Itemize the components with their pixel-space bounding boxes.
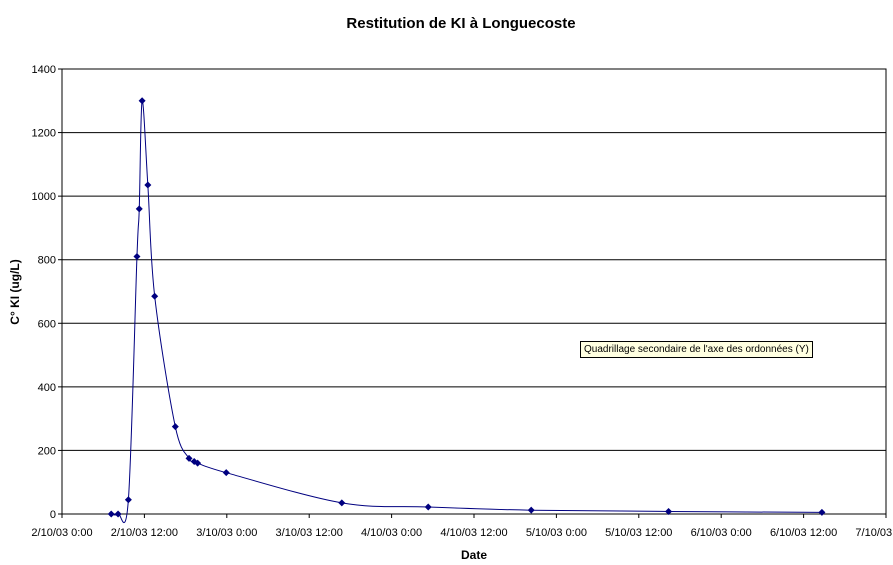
x-tick-label: 4/10/03 12:00 [440, 527, 507, 539]
data-point[interactable] [144, 181, 152, 189]
series-markers [107, 97, 826, 518]
data-point[interactable] [133, 253, 141, 261]
y-tick-label: 1400 [32, 64, 56, 76]
x-tick-label: 6/10/03 12:00 [770, 527, 837, 539]
x-tick-label: 3/10/03 12:00 [276, 527, 343, 539]
y-axis: 0 200 400 600 800 1000 1200 1400 [32, 64, 62, 521]
plot-area[interactable] [61, 68, 887, 515]
chart-title: Restitution de KI à Longuecoste [346, 15, 575, 32]
gridline-tooltip: Quadrillage secondaire de l'axe des ordo… [580, 341, 813, 358]
y-tick-label: 200 [38, 445, 56, 457]
data-point[interactable] [171, 423, 179, 431]
x-tick-label: 2/10/03 12:00 [111, 527, 178, 539]
gridlines [62, 132, 886, 451]
data-point[interactable] [338, 499, 346, 507]
x-axis-title: Date [461, 548, 487, 562]
data-point[interactable] [222, 469, 230, 477]
x-tick-label: 2/10/03 0:00 [31, 527, 92, 539]
y-tick-label: 1000 [32, 191, 56, 203]
y-tick-label: 600 [38, 318, 56, 330]
data-point[interactable] [107, 510, 115, 518]
y-tick-label: 400 [38, 382, 56, 394]
y-tick-label: 0 [50, 509, 56, 521]
data-point[interactable] [194, 459, 202, 467]
y-axis-title: C° KI (ug/L) [8, 259, 22, 324]
data-point[interactable] [527, 506, 535, 514]
series-line [111, 100, 822, 524]
x-axis: 2/10/03 0:00 2/10/03 12:00 3/10/03 0:00 3/1… [31, 514, 893, 539]
x-tick-label: 7/10/03 0:00 [855, 527, 893, 539]
data-point[interactable] [185, 454, 193, 462]
data-point[interactable] [665, 507, 673, 515]
data-point[interactable] [135, 205, 143, 213]
data-point[interactable] [138, 97, 146, 105]
x-tick-label: 3/10/03 0:00 [196, 527, 257, 539]
data-point[interactable] [114, 510, 122, 518]
x-tick-label: 4/10/03 0:00 [361, 527, 422, 539]
x-tick-label: 5/10/03 0:00 [526, 527, 587, 539]
data-point[interactable] [818, 508, 826, 516]
x-tick-label: 5/10/03 12:00 [605, 527, 672, 539]
data-point[interactable] [124, 496, 132, 504]
data-point[interactable] [151, 292, 159, 300]
data-point[interactable] [424, 503, 432, 511]
y-tick-label: 1200 [32, 128, 56, 140]
y-tick-label: 800 [38, 255, 56, 267]
x-tick-label: 6/10/03 0:00 [691, 527, 752, 539]
